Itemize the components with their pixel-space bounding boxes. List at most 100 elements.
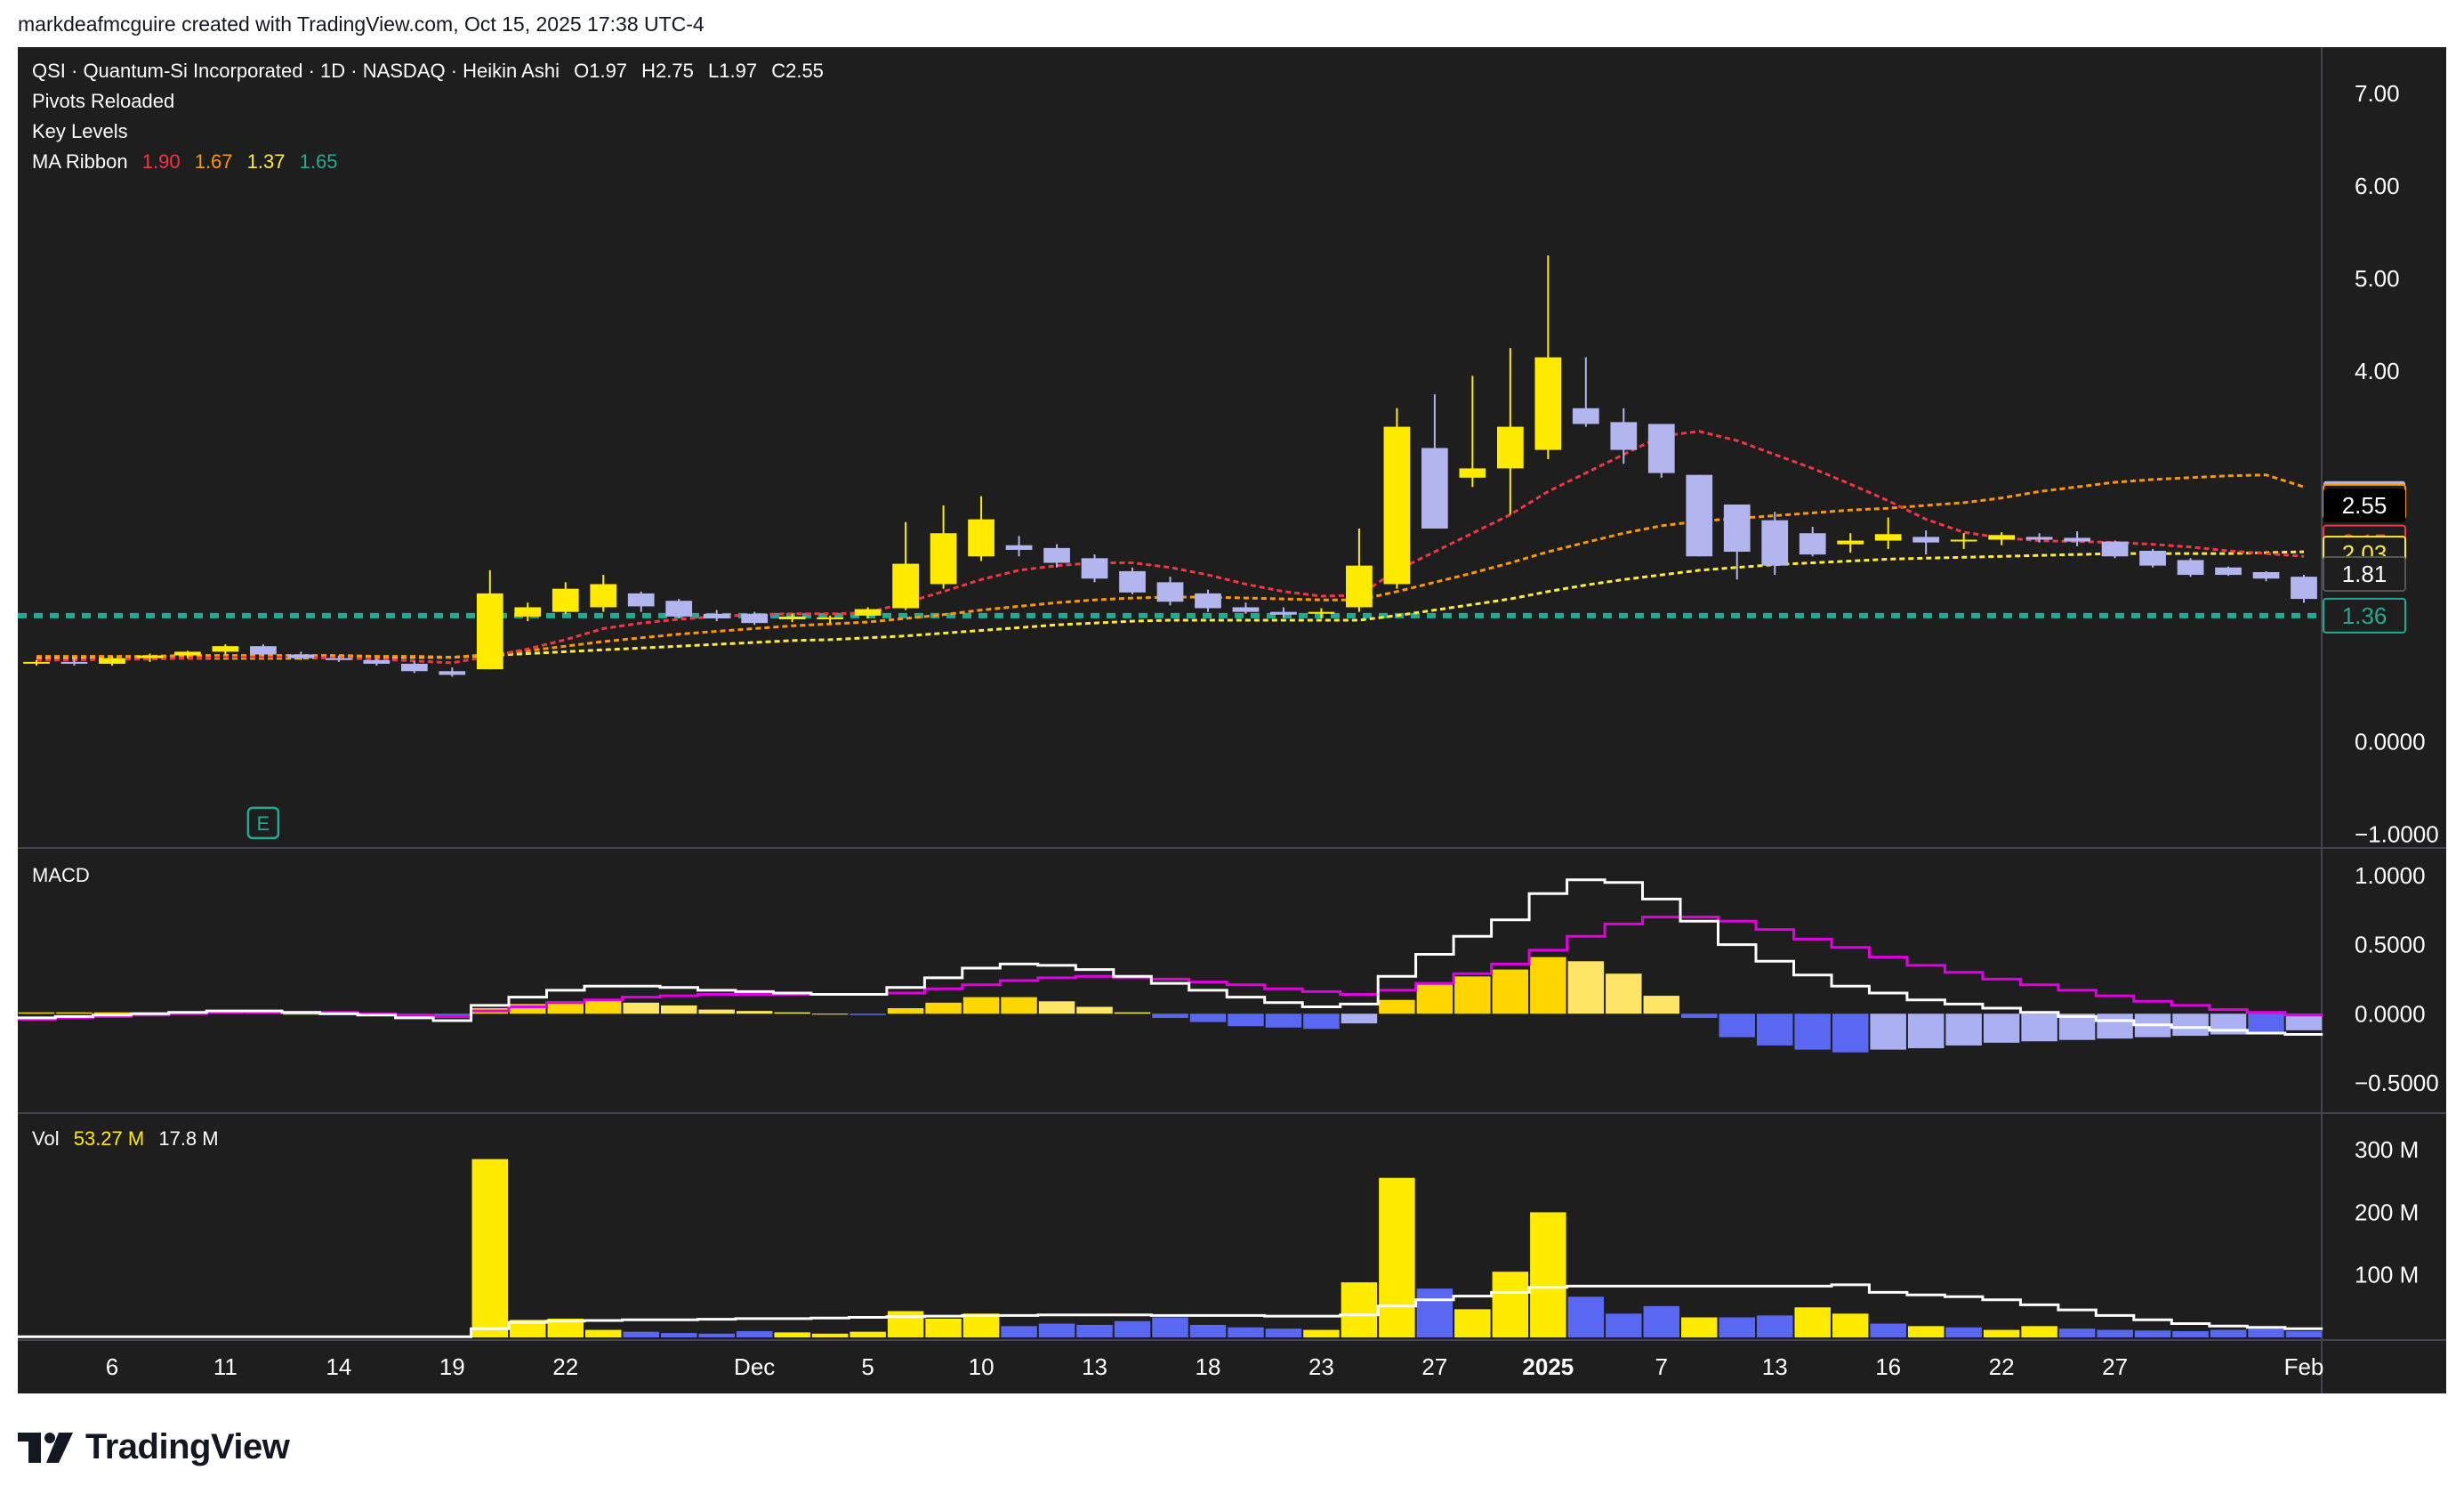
- macd-histogram-bar: [1907, 1013, 1945, 1049]
- candle-body: [2252, 571, 2280, 579]
- macd-histogram-bar: [850, 1013, 886, 1015]
- time-tick-label: 27: [1421, 1353, 1447, 1380]
- candle-body: [778, 616, 806, 620]
- candle: [439, 667, 466, 677]
- candle: [1534, 255, 1562, 460]
- candle: [968, 496, 994, 561]
- candle: [1837, 533, 1864, 553]
- candle-body: [1421, 448, 1448, 529]
- volume-bar: [623, 1331, 659, 1337]
- candle-body: [741, 613, 769, 624]
- volume-label: Vol: [32, 1127, 60, 1150]
- candle: [2101, 540, 2129, 559]
- candle-body: [1346, 565, 1373, 608]
- volume-bar: [736, 1330, 773, 1337]
- candle: [1723, 504, 1751, 580]
- volume-value: 53.27 M: [73, 1127, 145, 1150]
- candle: [817, 615, 844, 624]
- indicator-ma-ribbon[interactable]: MA Ribbon 1.90 1.67 1.37 1.65: [32, 150, 346, 174]
- volume-bar: [1303, 1329, 1340, 1337]
- candle: [1496, 348, 1524, 515]
- time-tick-label: Feb: [2284, 1353, 2324, 1380]
- volume-bar: [1152, 1317, 1188, 1337]
- candle-body: [439, 671, 466, 675]
- volume-bar: [585, 1329, 622, 1337]
- volume-bar: [1606, 1313, 1642, 1337]
- macd-histogram-bar: [18, 1012, 55, 1014]
- symbol-legend[interactable]: QSI · Quantum-Si Incorporated · 1D · NAS…: [32, 60, 833, 83]
- candle-body: [287, 654, 315, 658]
- earnings-marker-letter: E: [257, 812, 270, 835]
- tradingview-wordmark: TradingView: [85, 1427, 290, 1466]
- price-tick-label: 7.00: [2355, 80, 2400, 107]
- indicator-pivots[interactable]: Pivots Reloaded: [32, 90, 175, 112]
- volume-bar: [2097, 1329, 2133, 1337]
- macd-histogram-bar: [547, 1001, 584, 1014]
- candle: [23, 659, 50, 666]
- candle-body: [1383, 426, 1411, 585]
- candle-body: [627, 593, 655, 607]
- time-tick-label: 6: [106, 1353, 118, 1380]
- candle: [1308, 608, 1335, 618]
- candle-body: [174, 651, 201, 656]
- candle-body: [400, 663, 428, 672]
- chart-container[interactable]: 7.006.005.004.000.0000−1.00000E2.632.592…: [18, 47, 2446, 1393]
- macd-histogram-bar: [2058, 1013, 2096, 1040]
- volume-bar: [2134, 1330, 2171, 1337]
- candle-body: [1799, 533, 1826, 555]
- price-tick-label: 6.00: [2355, 173, 2400, 199]
- candle-body: [1232, 607, 1260, 612]
- candle: [892, 521, 919, 610]
- candle-body: [23, 661, 50, 664]
- indicator-key-levels[interactable]: Key Levels: [32, 120, 128, 142]
- candle-body: [1005, 545, 1033, 550]
- volume-bar: [1114, 1320, 1151, 1337]
- candle-body: [1988, 535, 2016, 540]
- candle: [1799, 526, 1826, 557]
- volume-bar: [1001, 1326, 1037, 1337]
- candle: [2291, 575, 2317, 603]
- volume-bar: [1341, 1282, 1378, 1337]
- time-tick-label: 18: [1196, 1353, 1221, 1380]
- candle-body: [2177, 560, 2204, 576]
- macd-histogram-bar: [1228, 1013, 1264, 1027]
- ohlc-close: C2.55: [771, 60, 824, 82]
- macd-histogram-bar: [1681, 1013, 1718, 1018]
- candle-body: [2215, 567, 2242, 576]
- candle: [325, 655, 352, 662]
- time-tick-label: 16: [1875, 1353, 1901, 1380]
- candle-body: [1950, 539, 1977, 542]
- price-badge-box: [2323, 489, 2405, 523]
- volume-bar: [510, 1320, 546, 1337]
- macd-tick-label: 0.0000: [2355, 1000, 2426, 1027]
- candle: [665, 599, 693, 618]
- macd-histogram-bar: [1076, 1006, 1113, 1014]
- volume-bar: [1870, 1323, 1906, 1337]
- volume-bar: [1492, 1272, 1529, 1337]
- price-badge: 2.55: [2323, 489, 2405, 523]
- price-tick-label: 0.0000: [2355, 728, 2426, 755]
- candle: [1232, 602, 1260, 614]
- candle-body: [1496, 426, 1524, 469]
- candle: [1874, 517, 1902, 549]
- volume-bar: [1454, 1309, 1491, 1337]
- macd-histogram-bar: [1416, 984, 1453, 1014]
- candle: [1572, 357, 1599, 427]
- candle-body: [476, 593, 503, 670]
- indicator-macd[interactable]: MACD: [32, 864, 90, 886]
- candle-body: [1308, 611, 1335, 614]
- candle-body: [2025, 537, 2053, 540]
- indicator-volume[interactable]: Vol 53.27 M 17.8 M: [32, 1127, 228, 1151]
- volume-bar: [2058, 1328, 2096, 1337]
- macd-histogram-bar: [1379, 999, 1415, 1014]
- time-tick-label: 14: [326, 1353, 351, 1380]
- earnings-marker: E: [246, 806, 280, 840]
- macd-histogram-bar: [1756, 1013, 1793, 1046]
- price-badge-box: [2323, 597, 2406, 634]
- macd-histogram-bar: [623, 1002, 659, 1014]
- ma-value-red: 1.90: [141, 150, 181, 173]
- candle: [400, 660, 428, 674]
- volume-bar: [1719, 1317, 1755, 1337]
- chart-canvas[interactable]: 7.006.005.004.000.0000−1.00000E2.632.592…: [18, 47, 2446, 1393]
- volume-tick-label: 100 M: [2355, 1262, 2419, 1288]
